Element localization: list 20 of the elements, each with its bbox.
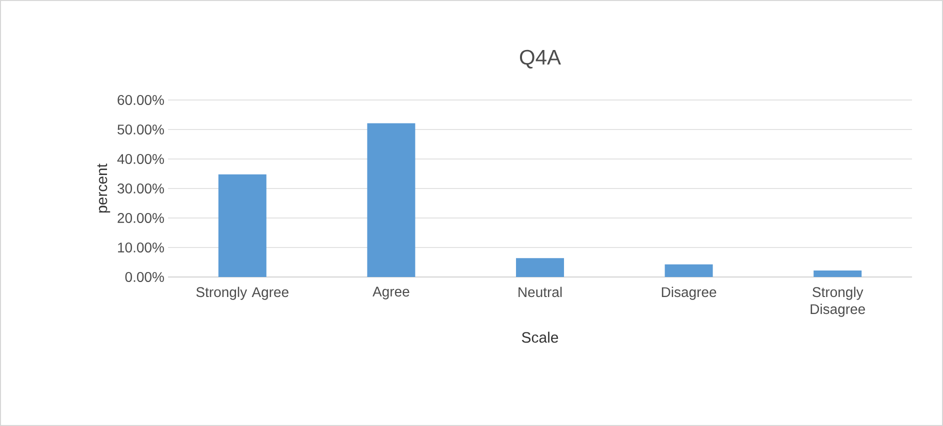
x-tick-label: Strongly Disagree <box>810 286 865 317</box>
y-tick-label: 60.00% <box>118 95 164 105</box>
y-axis-title: percent <box>97 164 110 213</box>
bar <box>664 264 713 277</box>
y-tick-label: 0.00% <box>125 272 164 282</box>
bar <box>516 258 564 277</box>
bar <box>218 174 266 277</box>
x-tick-label: Disagree <box>662 286 716 300</box>
y-tick-label: 40.00% <box>117 154 164 164</box>
y-tick-label: 50.00% <box>118 124 164 134</box>
y-tick-label: 20.00% <box>118 213 164 223</box>
y-tick-label: 10.00% <box>118 242 164 252</box>
y-tick-label: 30.00% <box>118 184 164 194</box>
x-axis-title: Scale <box>522 332 558 343</box>
bar <box>814 270 862 277</box>
bar <box>367 123 416 277</box>
x-tick-label: Strongly Agree <box>196 286 288 300</box>
x-tick-label: Neutral <box>518 286 562 298</box>
x-tick-label: Agree <box>372 286 410 300</box>
chart-title: Q4A <box>520 50 561 68</box>
